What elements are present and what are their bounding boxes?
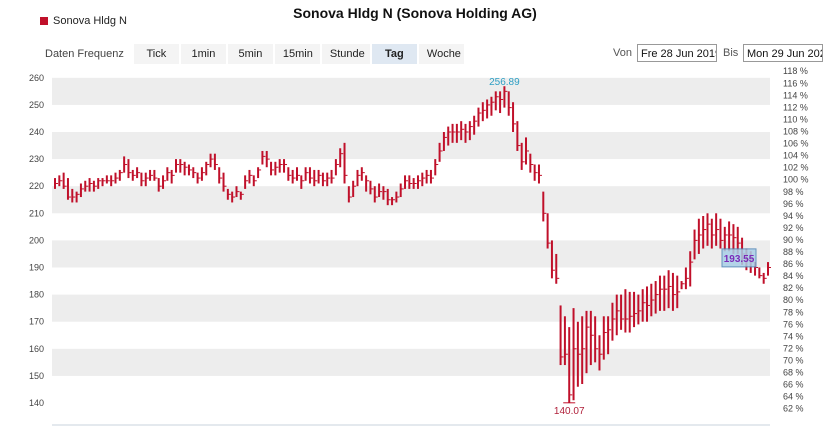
y2-tick-label: 82 % <box>783 283 804 293</box>
y2-tick-label: 88 % <box>783 247 804 257</box>
y2-tick-label: 94 % <box>783 211 804 221</box>
y-tick-label: 140 <box>29 398 44 408</box>
grid-band <box>52 294 770 322</box>
legend: Sonova Hldg N <box>40 15 127 27</box>
y2-tick-label: 110 % <box>783 114 808 124</box>
frequency-button-15min[interactable]: 15min <box>274 44 320 64</box>
y2-tick-label: 102 % <box>783 163 809 173</box>
y-tick-label: 250 <box>29 100 44 110</box>
frequency-toolbar: Daten Frequenz Tick 1min 5min 15min Stun… <box>45 44 466 64</box>
grid-band <box>52 132 770 160</box>
frequency-button-tag[interactable]: Tag <box>371 44 417 64</box>
y2-tick-label: 104 % <box>783 151 809 161</box>
max-value-label: 256.89 <box>489 77 520 88</box>
frequency-label: Daten Frequenz <box>45 48 124 60</box>
y2-tick-label: 68 % <box>783 368 804 378</box>
y2-tick-label: 90 % <box>783 235 804 245</box>
y2-tick-label: 116 % <box>783 78 808 88</box>
min-value-label: 140.07 <box>554 406 585 417</box>
legend-swatch <box>40 17 48 25</box>
y2-tick-label: 106 % <box>783 139 809 149</box>
y2-tick-label: 96 % <box>783 199 804 209</box>
y-tick-label: 260 <box>29 73 44 83</box>
y-tick-label: 230 <box>29 154 44 164</box>
y2-tick-label: 72 % <box>783 343 804 353</box>
y2-tick-label: 70 % <box>783 356 804 366</box>
y2-tick-label: 92 % <box>783 223 804 233</box>
y2-tick-label: 86 % <box>783 259 804 269</box>
y-tick-label: 180 <box>29 290 44 300</box>
frequency-button-woche[interactable]: Woche <box>418 44 464 64</box>
y-tick-label: 210 <box>29 208 44 218</box>
frequency-button-5min[interactable]: 5min <box>227 44 273 64</box>
y2-tick-label: 66 % <box>783 380 804 390</box>
y-tick-label: 190 <box>29 263 44 273</box>
frequency-button-1min[interactable]: 1min <box>180 44 226 64</box>
y2-tick-label: 80 % <box>783 295 804 305</box>
y2-tick-label: 100 % <box>783 175 809 185</box>
frequency-button-tick[interactable]: Tick <box>133 44 179 64</box>
chart-title: Sonova Hldg N (Sonova Holding AG) <box>293 5 537 21</box>
grid-band <box>52 348 770 376</box>
legend-label: Sonova Hldg N <box>53 15 127 27</box>
y-tick-label: 150 <box>29 371 44 381</box>
y-tick-label: 200 <box>29 235 44 245</box>
y2-tick-label: 74 % <box>783 331 804 341</box>
grid-band <box>52 240 770 268</box>
y2-tick-label: 62 % <box>783 404 804 414</box>
last-value-box <box>721 248 757 268</box>
y2-tick-label: 64 % <box>783 392 804 402</box>
y-tick-label: 160 <box>29 344 44 354</box>
y2-tick-label: 118 % <box>783 66 808 76</box>
frequency-button-stunde[interactable]: Stunde <box>321 44 370 64</box>
last-value-label: 193.55 <box>724 254 755 265</box>
from-date-input[interactable]: Fre 28 Jun 2019 <box>637 44 717 62</box>
y2-tick-label: 84 % <box>783 271 804 281</box>
y2-tick-label: 112 % <box>783 102 808 112</box>
grid-band <box>52 186 770 214</box>
from-label: Von <box>613 47 632 59</box>
y2-tick-label: 78 % <box>783 307 804 317</box>
y-tick-label: 170 <box>29 317 44 327</box>
y-tick-label: 220 <box>29 181 44 191</box>
y2-tick-label: 98 % <box>783 187 804 197</box>
to-date-input[interactable]: Mon 29 Jun 2020 <box>743 44 823 62</box>
y2-tick-label: 108 % <box>783 126 809 136</box>
y2-tick-label: 114 % <box>783 90 808 100</box>
y2-tick-label: 76 % <box>783 319 804 329</box>
y-tick-label: 240 <box>29 127 44 137</box>
grid-band <box>52 77 770 105</box>
to-label: Bis <box>723 47 739 59</box>
